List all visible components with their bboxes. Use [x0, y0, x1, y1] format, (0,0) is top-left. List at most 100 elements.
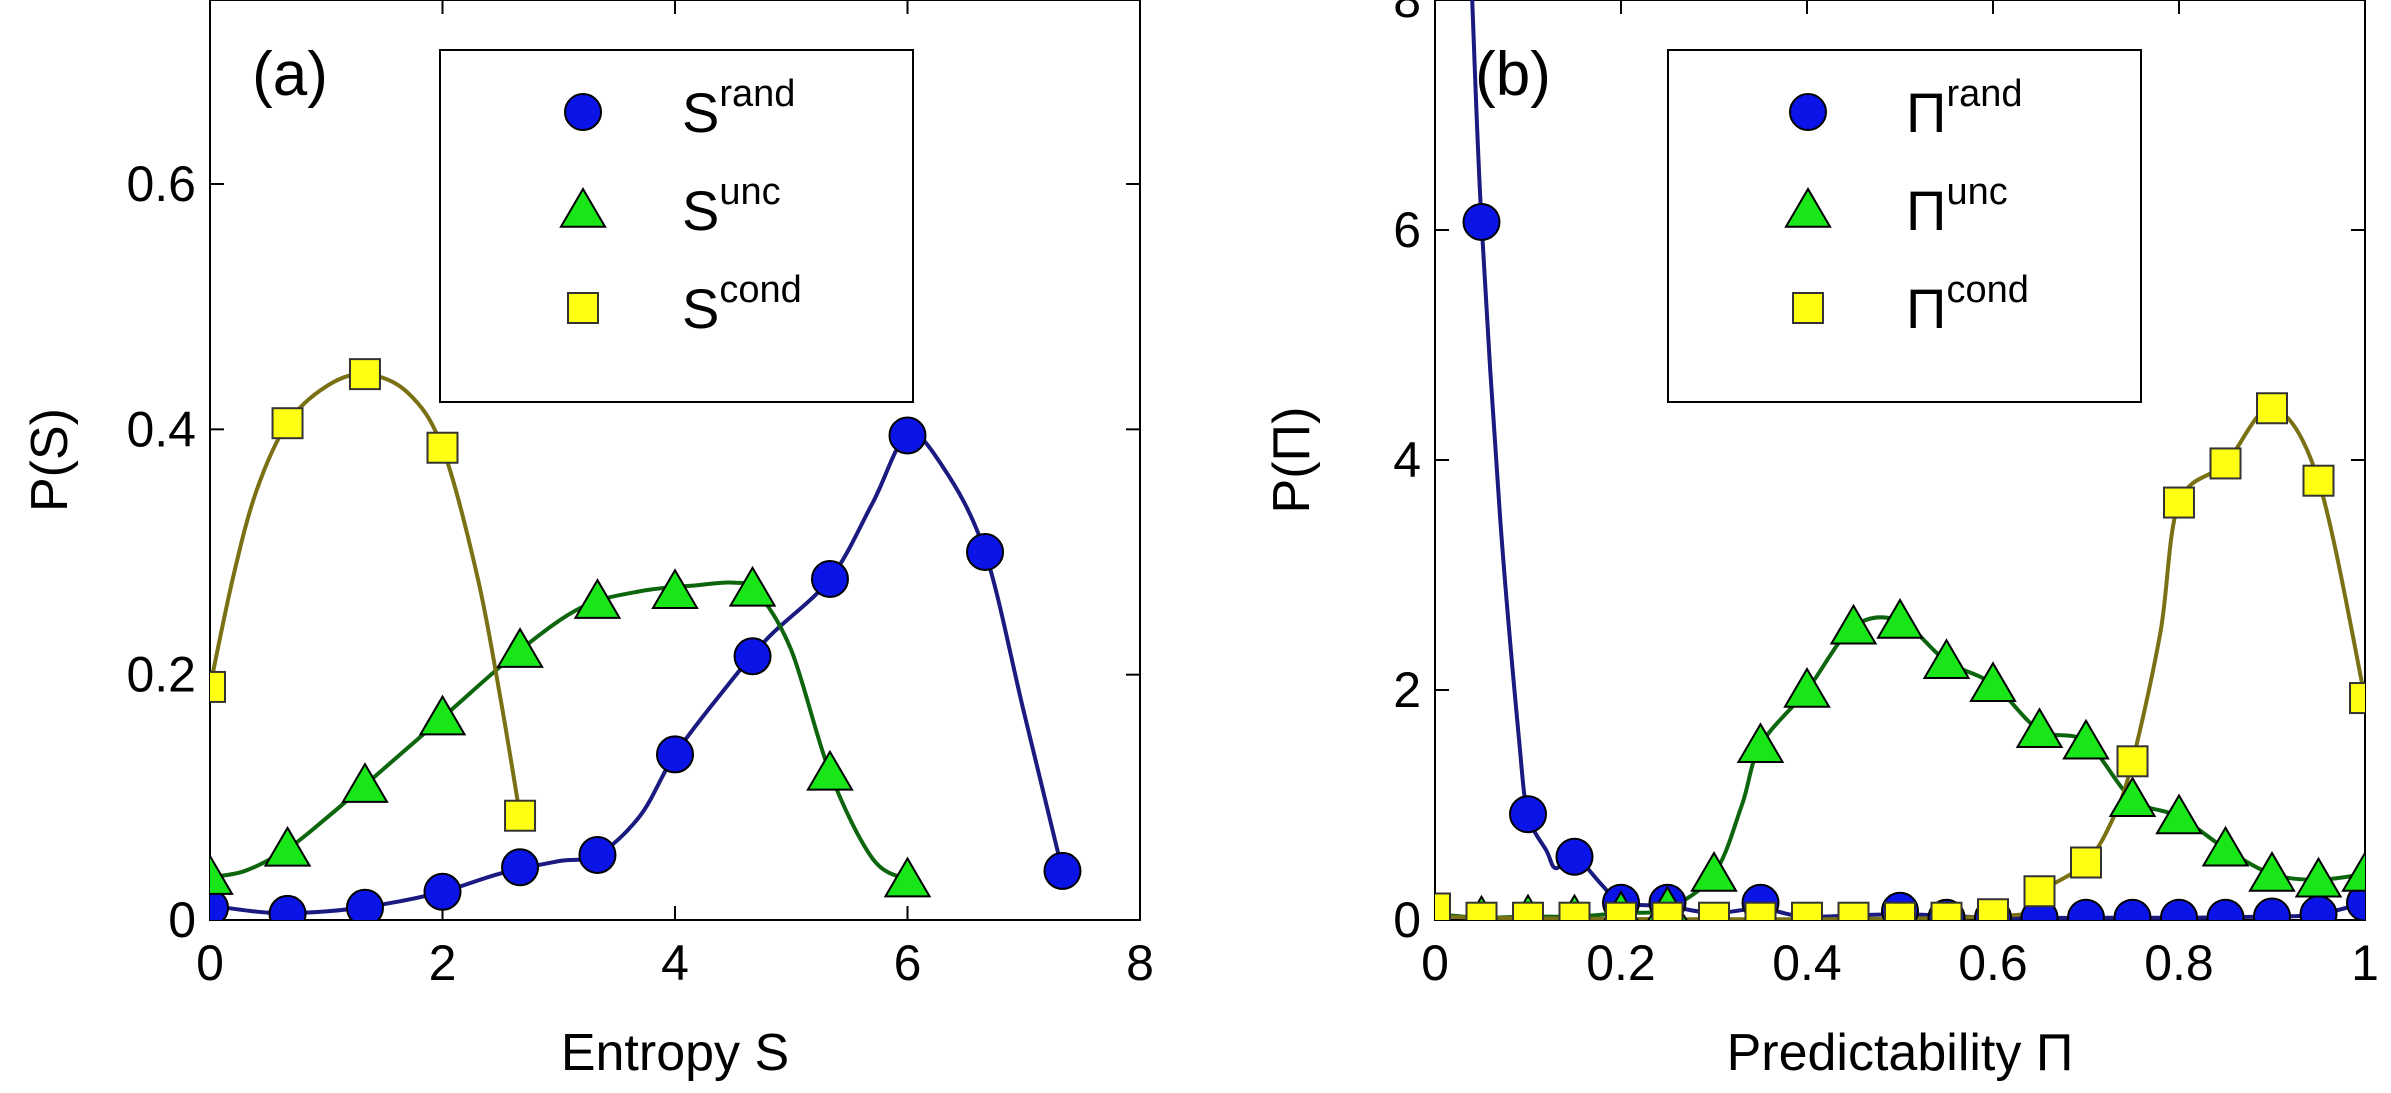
panel-label: (b) — [1475, 40, 1551, 109]
data-point-cond — [1930, 901, 1963, 920]
data-point-rand — [966, 533, 1005, 571]
x-tick-label: 0 — [1421, 935, 1449, 991]
y-tick-label: 0 — [168, 892, 196, 948]
x-tick-label: 1 — [2351, 935, 2379, 991]
data-point-cond — [2256, 392, 2288, 425]
data-point-unc — [2201, 825, 2250, 867]
data-point-rand — [345, 888, 384, 920]
data-point-unc — [1876, 598, 1924, 639]
data-point-rand — [1462, 202, 1501, 241]
y-tick-label: 6 — [1393, 202, 1421, 258]
y-tick-label: 0.6 — [126, 156, 196, 212]
data-point-cond — [1465, 901, 1498, 920]
plot-area — [1435, 0, 2365, 920]
data-point-unc — [1829, 603, 1878, 645]
y-tick-label: 0.2 — [126, 647, 196, 703]
data-point-rand — [2067, 898, 2105, 920]
legend-marker-cond — [1792, 292, 1824, 324]
panel-b-predictability: 0 0.2 0.4 0.6 0.8 1 0 2 4 6 8 Predictability Π P(Π) (… — [1263, 0, 2379, 1082]
data-point-rand — [2113, 898, 2152, 920]
data-point-rand — [501, 848, 540, 887]
data-point-cond — [1435, 892, 1451, 920]
data-point-unc — [651, 568, 699, 610]
legend-entry-cond: Πcond — [1906, 269, 2029, 340]
y-tick-label: 2 — [1393, 662, 1421, 718]
y-tick-label: 0 — [1393, 892, 1421, 948]
data-point-cond — [2023, 875, 2056, 908]
legend-entry-unc: Sunc — [682, 171, 781, 242]
y-axis-label: P(Π) — [1263, 407, 1321, 514]
x-tick-label: 0.4 — [1772, 935, 1842, 991]
legend-entry-rand: Srand — [682, 73, 795, 144]
legend-box — [439, 49, 914, 403]
data-point-unc — [341, 762, 389, 803]
data-point-unc — [2062, 718, 2110, 760]
x-tick-label: 0 — [196, 935, 224, 991]
x-tick-label: 2 — [429, 935, 457, 991]
data-point-unc — [1736, 722, 1785, 763]
data-point-cond — [348, 358, 381, 391]
data-point-unc — [2015, 707, 2064, 749]
legend-marker-rand — [564, 93, 602, 131]
data-point-cond — [2116, 745, 2149, 778]
x-axis-label: Entropy S — [561, 1024, 789, 1082]
data-point-rand — [578, 835, 617, 874]
data-point-rand — [1509, 795, 1547, 834]
x-axis-label: Predictability Π — [1727, 1024, 2074, 1082]
series-line-rand — [210, 432, 1065, 916]
data-point-unc — [883, 856, 932, 898]
data-point-cond — [271, 407, 304, 440]
y-tick-label: 0.4 — [126, 401, 196, 457]
data-point-cond — [504, 799, 537, 832]
y-axis-label: P(S) — [21, 408, 79, 512]
data-point-rand — [423, 872, 462, 911]
data-point-cond — [1512, 901, 1544, 920]
data-point-unc — [728, 565, 777, 607]
data-point-unc — [806, 749, 854, 791]
data-point-unc — [418, 694, 467, 736]
data-point-cond — [1651, 901, 1684, 920]
data-point-cond — [2209, 447, 2242, 480]
x-tick-label: 8 — [1126, 935, 1154, 991]
data-point-rand — [2299, 895, 2338, 920]
series-line-unc — [210, 580, 909, 882]
data-point-unc — [2294, 856, 2343, 898]
legend-marker-unc — [1784, 187, 1832, 228]
legend: Πrand Πunc Πcond — [1667, 49, 2142, 403]
data-point-cond — [1698, 901, 1730, 920]
y-tick-label: 4 — [1393, 432, 1421, 488]
data-point-unc — [1969, 661, 2017, 703]
data-point-unc — [263, 825, 312, 867]
data-point-cond — [1791, 901, 1823, 920]
data-point-unc — [2108, 776, 2157, 818]
x-tick-label: 0.6 — [1958, 935, 2028, 991]
legend-entry-cond: Scond — [682, 269, 802, 340]
data-point-cond — [1977, 898, 2009, 920]
data-point-rand — [1043, 851, 1082, 890]
data-point-rand — [810, 559, 849, 598]
data-point-unc — [2248, 851, 2296, 892]
data-point-rand — [1555, 837, 1594, 876]
data-point-rand — [888, 416, 927, 455]
panel-a-entropy: 0 2 4 6 8 0 0.2 0.4 0.6 Entropy S P(S) (a) Srand Sunc… — [21, 0, 1154, 1082]
data-point-unc — [1690, 851, 1738, 892]
y-tick-label: 8 — [1393, 0, 1421, 28]
legend-box — [1667, 49, 2142, 403]
data-point-cond — [1558, 901, 1591, 920]
legend: Srand Sunc Scond — [439, 49, 914, 403]
data-point-unc — [1922, 638, 1971, 680]
data-point-rand — [2253, 897, 2291, 920]
data-point-rand — [2346, 883, 2365, 920]
legend-marker-cond — [567, 292, 599, 324]
data-point-cond — [1744, 901, 1777, 920]
legend-marker-unc — [559, 187, 607, 228]
data-point-rand — [2160, 898, 2198, 920]
x-tick-label: 0.2 — [1586, 935, 1656, 991]
data-point-unc — [2341, 851, 2365, 892]
data-point-cond — [2070, 846, 2102, 879]
data-point-unc — [496, 627, 544, 668]
legend-marker-rand — [1789, 93, 1827, 131]
data-point-unc — [210, 854, 234, 895]
data-point-cond — [1884, 901, 1916, 920]
data-point-cond — [210, 670, 226, 703]
